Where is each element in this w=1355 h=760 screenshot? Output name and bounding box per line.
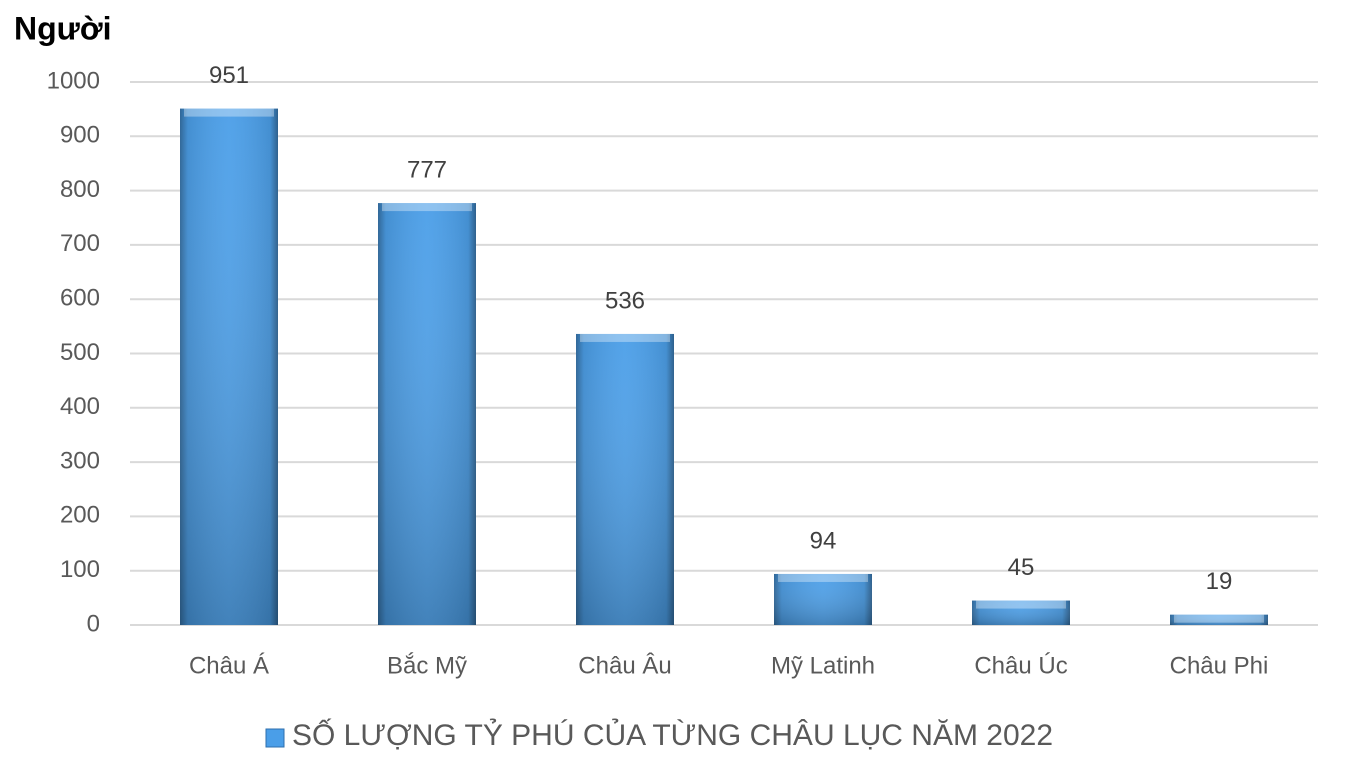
legend-marker [265,728,285,748]
data-label: 777 [407,156,447,183]
y-tick-label: 1000 [47,67,100,94]
bar-bevel [580,333,670,342]
y-tick-label: 500 [60,339,100,366]
y-tick-label: 100 [60,556,100,583]
bar-bevel [382,203,472,212]
y-tick-label: 400 [60,393,100,420]
legend-label: SỐ LƯỢNG TỶ PHÚ CỦA TỪNG CHÂU LỤC NĂM 20… [292,718,1053,752]
y-axis-label: Người [14,10,111,46]
bar-shade [378,203,476,626]
bar-bevel [976,600,1066,609]
x-tick-label: Châu Á [189,652,269,679]
bar-shade [1170,614,1268,625]
x-tick-label: Châu Âu [578,652,671,679]
y-tick-label: 600 [60,285,100,312]
y-tick-label: 700 [60,230,100,257]
bar-shade [576,333,674,625]
y-tick-label: 800 [60,176,100,203]
data-label: 951 [209,62,249,89]
x-tick-label: Mỹ Latinh [771,652,875,679]
x-tick-label: Châu Úc [974,652,1067,679]
bar-shade [774,573,872,625]
y-tick-label: 0 [87,610,100,637]
bar-shade [972,600,1070,625]
y-tick-label: 300 [60,447,100,474]
bar-bevel [1174,614,1264,623]
y-tick-label: 200 [60,502,100,529]
data-label: 94 [810,527,837,554]
x-tick-label: Châu Phi [1170,652,1269,679]
bar-bevel [184,108,274,117]
bar-shade [180,108,278,626]
data-label: 536 [605,287,645,314]
x-tick-label: Bắc Mỹ [387,652,467,679]
y-tick-label: 900 [60,122,100,149]
data-label: 19 [1206,568,1233,595]
bar-bevel [778,573,868,582]
data-label: 45 [1008,554,1035,581]
